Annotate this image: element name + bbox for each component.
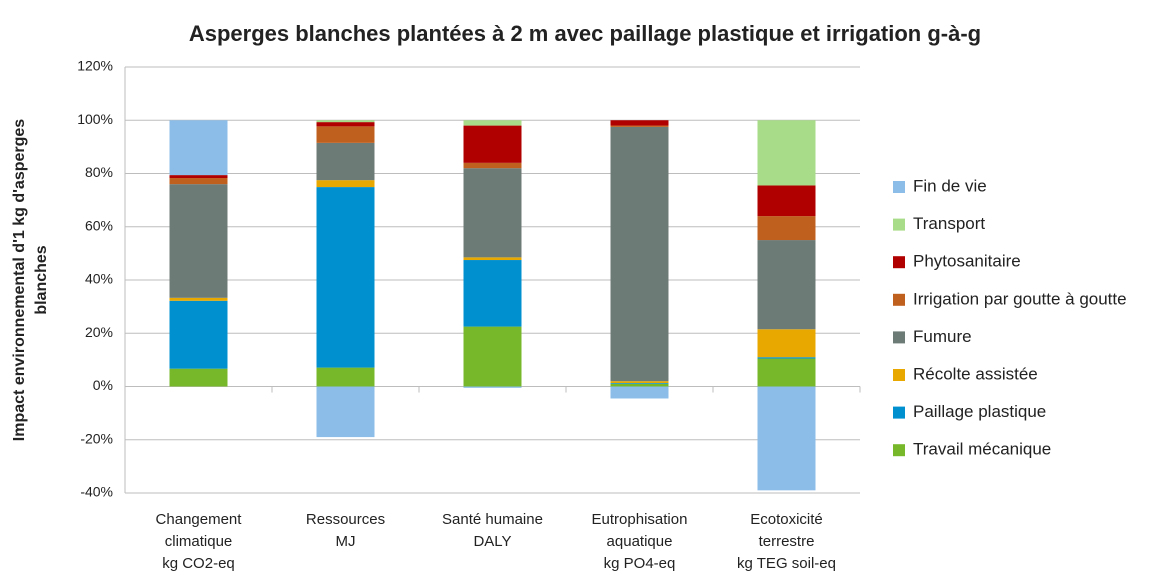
- x-tick-label: kg TEG soil-eq: [737, 555, 836, 572]
- legend-swatch: [893, 331, 905, 344]
- bar-segment: [610, 381, 669, 384]
- bar-segment: [316, 367, 375, 387]
- bar-segment: [316, 120, 375, 123]
- bar-segment: [169, 175, 228, 179]
- chart-title: Asperges blanches plantées à 2 m avec pa…: [189, 21, 981, 46]
- y-tick-label: 20%: [85, 324, 113, 340]
- bar-segment: [316, 142, 375, 181]
- legend-label: Fin de vie: [913, 176, 987, 195]
- bar-segment: [169, 297, 228, 301]
- legend-swatch: [893, 218, 905, 231]
- x-tick-label: Eutrophisation: [592, 511, 688, 528]
- bar-segment: [463, 168, 522, 258]
- y-tick-label: -40%: [80, 484, 113, 500]
- y-axis-title: Impact environnemental d'1 kg d'asperges…: [11, 119, 50, 441]
- legend-swatch: [893, 406, 905, 419]
- bar-segment: [463, 125, 522, 163]
- bar-segment: [610, 386, 669, 399]
- x-tick-label: Ressources: [306, 511, 385, 528]
- bar-segment: [610, 126, 669, 382]
- bar-segment: [463, 120, 522, 126]
- bar-segment: [169, 184, 228, 298]
- y-tick-label: 100%: [77, 111, 113, 127]
- y-axis-title-line: Impact environnemental d'1 kg d'asperges: [11, 119, 28, 441]
- legend-label: Récolte assistée: [913, 364, 1038, 383]
- bar-segment: [316, 122, 375, 127]
- bar-segment: [169, 178, 228, 185]
- bar-segment: [610, 125, 669, 127]
- legend-label: Paillage plastique: [913, 402, 1046, 421]
- bar-segment: [463, 260, 522, 327]
- bar-segment: [757, 386, 816, 491]
- bar-segment: [463, 162, 522, 169]
- bar-segment: [757, 120, 816, 186]
- y-tick-label: 0%: [93, 377, 113, 393]
- bar-segment: [316, 187, 375, 368]
- x-tick-label: climatique: [165, 533, 233, 550]
- y-tick-label: 80%: [85, 164, 113, 180]
- bar-segment: [316, 180, 375, 188]
- bar-segment: [463, 257, 522, 261]
- bar-segment: [757, 240, 816, 330]
- bar-segment: [316, 126, 375, 143]
- bar-segment: [463, 326, 522, 387]
- x-tick-label: kg CO2-eq: [162, 555, 235, 572]
- bar-segment: [610, 383, 669, 384]
- legend-label: Phytosanitaire: [913, 252, 1021, 271]
- bar-segment: [169, 300, 228, 369]
- bar-segment: [169, 120, 228, 176]
- bar-segment: [757, 216, 816, 241]
- x-tick-label: MJ: [336, 533, 356, 550]
- bar-segment: [610, 120, 669, 126]
- bar-segment: [757, 185, 816, 217]
- x-tick-label: kg PO4-eq: [604, 555, 676, 572]
- y-axis-title-line: blanches: [33, 245, 50, 314]
- bar-segment: [169, 368, 228, 387]
- x-tick-label: aquatique: [607, 533, 673, 550]
- y-tick-label: 120%: [77, 58, 113, 74]
- legend-swatch: [893, 444, 905, 457]
- legend-swatch: [893, 256, 905, 269]
- x-tick-label: terrestre: [759, 533, 815, 550]
- bar-segment: [757, 329, 816, 358]
- y-tick-label: 60%: [85, 217, 113, 233]
- bar-segment: [757, 358, 816, 387]
- y-tick-label: 40%: [85, 271, 113, 287]
- legend-label: Irrigation par goutte à goutte: [913, 289, 1127, 308]
- legend-label: Travail mécanique: [913, 440, 1051, 459]
- bar-segment: [757, 357, 816, 359]
- x-tick-label: Changement: [156, 511, 243, 528]
- legend-label: Fumure: [913, 327, 972, 346]
- bar-segment: [463, 386, 522, 388]
- x-tick-label: DALY: [473, 533, 511, 550]
- bar-segment: [316, 386, 375, 438]
- legend-label: Transport: [913, 214, 985, 233]
- x-tick-label: Ecotoxicité: [750, 511, 823, 528]
- x-tick-label: Santé humaine: [442, 511, 543, 528]
- bar-segment: [610, 383, 669, 387]
- y-tick-label: -20%: [80, 430, 113, 446]
- legend-swatch: [893, 293, 905, 306]
- legend-swatch: [893, 181, 905, 193]
- legend-swatch: [893, 369, 905, 381]
